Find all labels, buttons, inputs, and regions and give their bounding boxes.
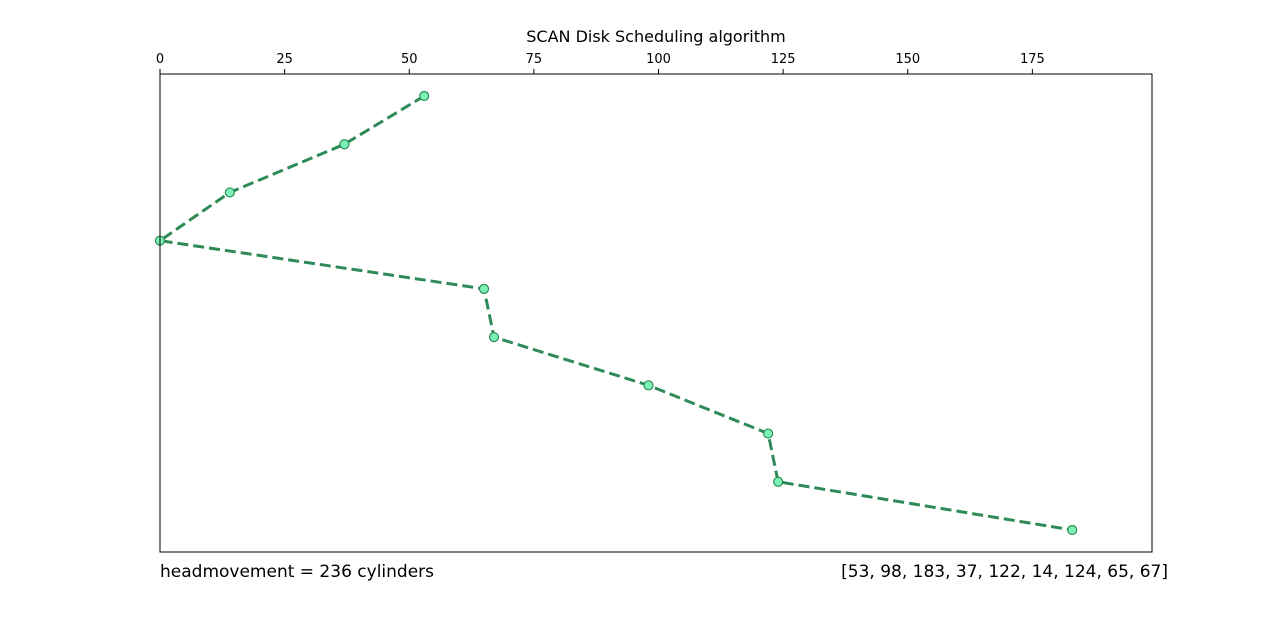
x-tick-label: 175 — [1020, 52, 1045, 67]
x-tick-label: 25 — [276, 52, 293, 67]
data-point — [419, 90, 430, 102]
data-point — [773, 476, 784, 487]
data-point — [478, 283, 490, 294]
x-axis-ticks: 0 25 50 75 100 125 150 175 — [156, 52, 1045, 74]
series-line — [158, 94, 1073, 532]
x-tick-label: 150 — [895, 52, 920, 67]
series-layer — [154, 90, 1078, 536]
chart-title: SCAN Disk Scheduling algorithm — [526, 27, 786, 46]
data-point — [488, 332, 500, 343]
data-point — [224, 187, 235, 198]
x-tick-label: 125 — [771, 52, 796, 67]
x-tick-label: 0 — [156, 52, 164, 67]
x-tick-label: 50 — [401, 52, 418, 67]
plot-frame — [159, 73, 1153, 553]
x-tick-label: 100 — [646, 52, 671, 67]
data-point — [763, 428, 774, 439]
data-point — [339, 139, 350, 150]
x-tick-label: 75 — [526, 52, 543, 67]
request-queue-label: [53, 98, 183, 37, 122, 14, 124, 65, 67] — [841, 562, 1168, 582]
data-point — [1067, 524, 1078, 536]
head-movement-label: headmovement = 236 cylinders — [160, 562, 435, 582]
data-point — [643, 380, 654, 391]
